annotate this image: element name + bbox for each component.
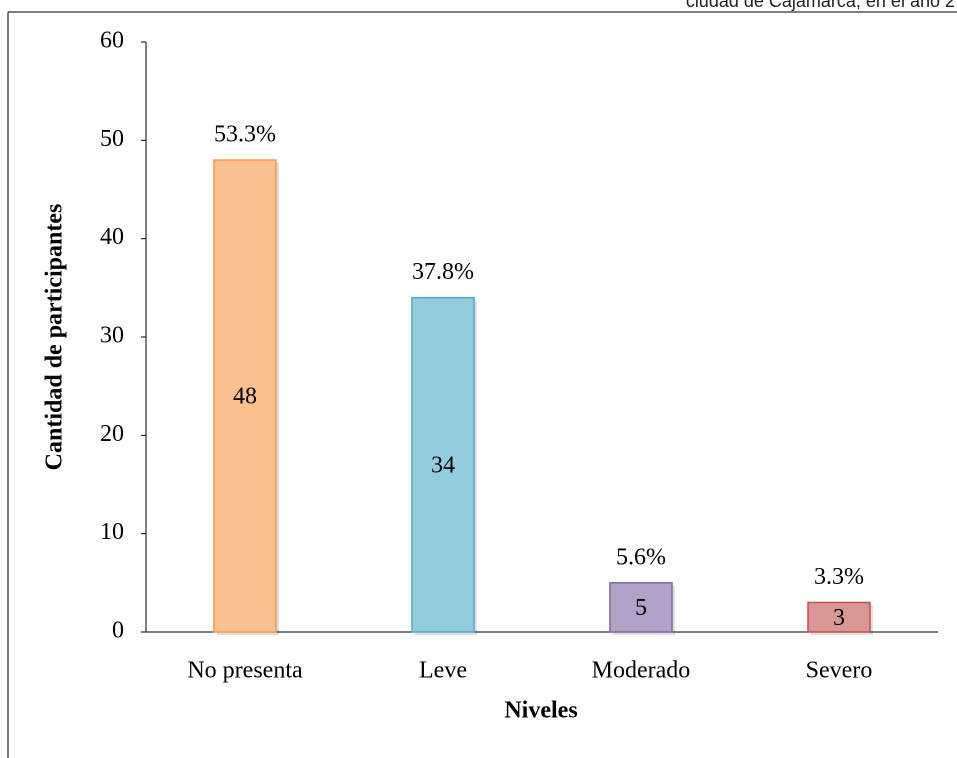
y-tick-label: 50 (100, 126, 124, 152)
y-tick-label: 20 (100, 421, 124, 447)
y-tick-label: 30 (100, 323, 124, 349)
y-axis-title: Cantidad de participantes (42, 204, 68, 471)
percent-label: 53.3% (214, 122, 276, 148)
value-label: 48 (233, 384, 257, 410)
bar (807, 601, 871, 633)
percent-label: 3.3% (814, 564, 864, 590)
bar (213, 159, 277, 633)
value-label: 3 (833, 605, 845, 631)
x-tick-label: Severo (806, 658, 873, 684)
y-tick-label: 40 (100, 224, 124, 250)
caption-fragment: ciudad de Cajamarca, en el año 2 (686, 0, 955, 11)
x-axis-title: Niveles (504, 698, 577, 724)
percent-label: 37.8% (412, 259, 474, 285)
y-tick-label: 0 (112, 618, 124, 644)
value-label: 5 (635, 595, 647, 621)
y-tick-label: 10 (100, 519, 124, 545)
percent-label: 5.6% (616, 544, 666, 570)
bar (609, 582, 673, 633)
x-tick-label: Leve (419, 658, 467, 684)
x-tick-label: No presenta (187, 658, 303, 684)
bar (411, 296, 475, 633)
y-tick-label: 60 (100, 28, 124, 54)
x-tick-label: Moderado (592, 658, 691, 684)
value-label: 34 (431, 452, 455, 478)
